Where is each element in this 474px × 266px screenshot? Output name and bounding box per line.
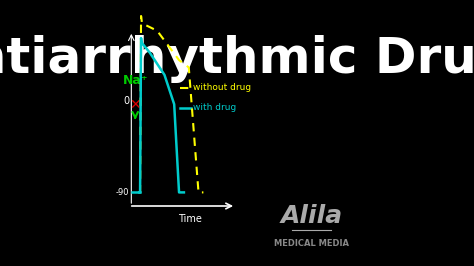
Text: with drug: with drug [192, 103, 236, 113]
Text: Na⁺: Na⁺ [122, 74, 148, 87]
Text: Time: Time [178, 214, 202, 224]
Text: without drug: without drug [192, 84, 251, 93]
Text: Alila: Alila [281, 204, 343, 228]
Text: -90: -90 [116, 188, 129, 197]
Text: Antiarrhythmic Drugs: Antiarrhythmic Drugs [0, 35, 474, 82]
Text: ✕: ✕ [129, 98, 141, 112]
Text: MEDICAL MEDIA: MEDICAL MEDIA [274, 239, 349, 248]
Text: 0: 0 [123, 95, 129, 106]
